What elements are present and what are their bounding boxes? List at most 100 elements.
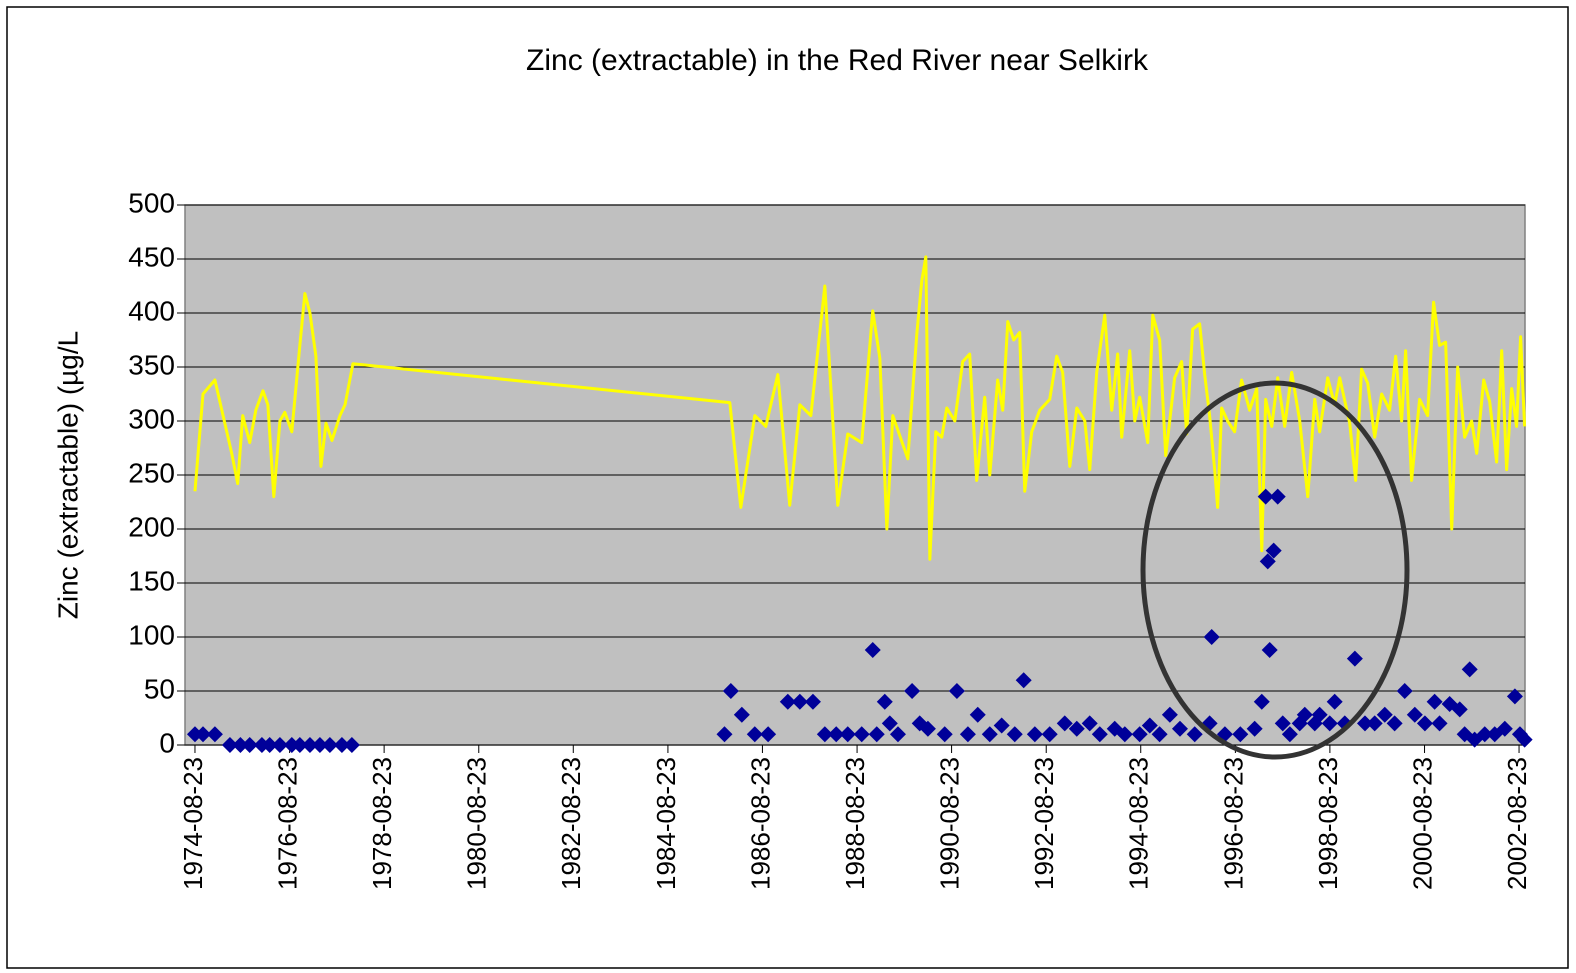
- x-tick-label: 1988-08-23: [840, 757, 870, 890]
- data-point: [1269, 488, 1286, 505]
- x-tick-label: 2000-08-23: [1407, 757, 1437, 890]
- data-point: [746, 726, 763, 743]
- data-point: [981, 726, 998, 743]
- y-tick-label: 300: [128, 403, 175, 434]
- data-point: [194, 726, 211, 743]
- data-point: [1476, 726, 1493, 743]
- data-point: [1246, 720, 1263, 737]
- data-point: [904, 683, 921, 699]
- data-point: [1081, 715, 1098, 732]
- data-point: [283, 737, 300, 753]
- data-point: [1261, 641, 1278, 658]
- x-tick-label: 1998-08-23: [1313, 757, 1343, 890]
- data-point: [733, 706, 750, 723]
- data-point: [969, 706, 986, 723]
- data-point: [1186, 726, 1203, 743]
- data-point: [1296, 706, 1313, 723]
- x-tick-label: 1974-08-23: [178, 757, 208, 890]
- data-point: [1232, 726, 1249, 743]
- x-tick-label: 1984-08-23: [651, 757, 681, 890]
- data-point: [716, 726, 733, 743]
- data-point: [948, 683, 965, 699]
- data-point: [868, 726, 885, 743]
- data-point: [1376, 706, 1393, 723]
- data-point: [993, 717, 1010, 734]
- data-point: [1041, 726, 1058, 743]
- data-point: [1171, 720, 1188, 737]
- y-tick-label: 450: [128, 241, 175, 272]
- y-axis-label: Zinc (extractable) (µg/L: [52, 331, 83, 619]
- data-point: [1151, 726, 1168, 743]
- y-tick-label: 150: [128, 565, 175, 596]
- data-point: [186, 726, 203, 743]
- data-point: [881, 715, 898, 732]
- data-point: [1311, 706, 1328, 723]
- data-point: [321, 737, 338, 753]
- data-point: [853, 726, 870, 743]
- data-point: [1026, 726, 1043, 743]
- data-point: [1396, 683, 1413, 699]
- data-point: [1366, 715, 1383, 732]
- data-point: [864, 641, 881, 658]
- data-point: [1203, 629, 1220, 645]
- data-point: [1068, 720, 1085, 737]
- marks: [186, 255, 1533, 753]
- data-point: [1426, 693, 1443, 710]
- data-point: [1346, 650, 1363, 667]
- data-point: [1015, 672, 1032, 689]
- data-point: [959, 726, 976, 743]
- data-point: [343, 737, 360, 753]
- x-tick-label: 1996-08-23: [1218, 757, 1248, 890]
- data-point: [301, 737, 318, 753]
- x-tick-label: 1976-08-23: [272, 757, 302, 890]
- data-point: [1091, 726, 1108, 743]
- grid: [177, 204, 1525, 753]
- data-point: [1356, 715, 1373, 732]
- data-point: [760, 726, 777, 743]
- y-tick-label: 0: [159, 727, 175, 758]
- data-point: [1006, 726, 1023, 743]
- data-point: [1259, 553, 1276, 570]
- data-point: [1265, 542, 1282, 559]
- x-tick-label: 1982-08-23: [556, 757, 586, 890]
- data-point: [791, 693, 808, 710]
- data-point: [816, 726, 833, 743]
- x-tick-label: 1978-08-23: [367, 757, 397, 890]
- data-point: [1416, 715, 1433, 732]
- x-tick-label: 1980-08-23: [462, 757, 492, 890]
- data-point: [232, 737, 249, 753]
- data-point: [1257, 488, 1274, 505]
- data-point: [291, 737, 308, 753]
- y-tick-label: 500: [128, 187, 175, 218]
- data-point: [1506, 688, 1523, 705]
- data-point: [333, 737, 350, 753]
- data-point: [311, 737, 328, 753]
- data-point: [839, 726, 856, 743]
- data-point: [1281, 726, 1298, 743]
- data-point: [1461, 661, 1478, 678]
- data-line: [193, 255, 1527, 561]
- data-point: [1056, 715, 1073, 732]
- data-point: [936, 726, 953, 743]
- x-tick-label: 1994-08-23: [1124, 757, 1154, 890]
- data-point: [919, 720, 936, 737]
- data-point: [1141, 717, 1158, 734]
- data-point: [206, 726, 223, 743]
- data-point: [271, 737, 288, 753]
- data-point: [1516, 731, 1533, 748]
- data-point: [1431, 715, 1448, 732]
- data-point: [828, 726, 845, 743]
- data-point: [261, 737, 278, 753]
- data-point: [889, 726, 906, 743]
- data-point: [1326, 693, 1343, 710]
- y-tick-label: 50: [144, 673, 175, 704]
- data-point: [221, 737, 238, 753]
- x-tick-label: 1992-08-23: [1029, 757, 1059, 890]
- data-point: [1496, 720, 1513, 737]
- y-tick-label: 250: [128, 457, 175, 488]
- data-point: [779, 693, 796, 710]
- data-point: [1116, 726, 1133, 743]
- x-tick-label: 2002-08-23: [1502, 757, 1532, 890]
- x-tick-label: 1990-08-23: [934, 757, 964, 890]
